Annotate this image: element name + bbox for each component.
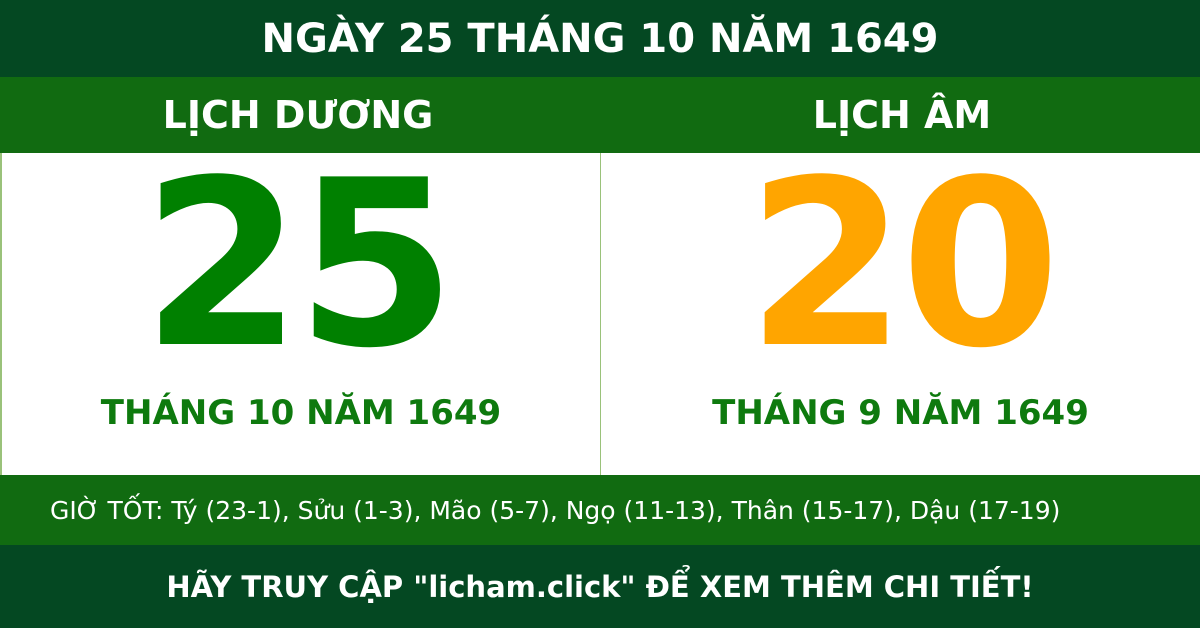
- calendar-headings: LỊCH DƯƠNG LỊCH ÂM: [0, 77, 1200, 153]
- lunar-panel: 20 THÁNG 9 NĂM 1649: [600, 132, 1200, 475]
- lunar-day: 20: [746, 132, 1060, 399]
- lunar-heading: LỊCH ÂM: [812, 93, 992, 137]
- page-title: NGÀY 25 THÁNG 10 NĂM 1649: [0, 0, 1200, 77]
- solar-day: 25: [141, 132, 456, 399]
- lunar-month-year: THÁNG 9 NĂM 1649: [712, 393, 1089, 433]
- footer-cta: HÃY TRUY CẬP "licham.click" ĐỂ XEM THÊM …: [0, 545, 1200, 628]
- solar-month-year: THÁNG 10 NĂM 1649: [100, 393, 502, 433]
- solar-panel: 25 THÁNG 10 NĂM 1649: [0, 132, 600, 475]
- good-hours: GIỜ TỐT: Tý (23-1), Sửu (1-3), Mão (5-7)…: [0, 475, 1200, 545]
- solar-heading: LỊCH DƯƠNG: [162, 93, 434, 137]
